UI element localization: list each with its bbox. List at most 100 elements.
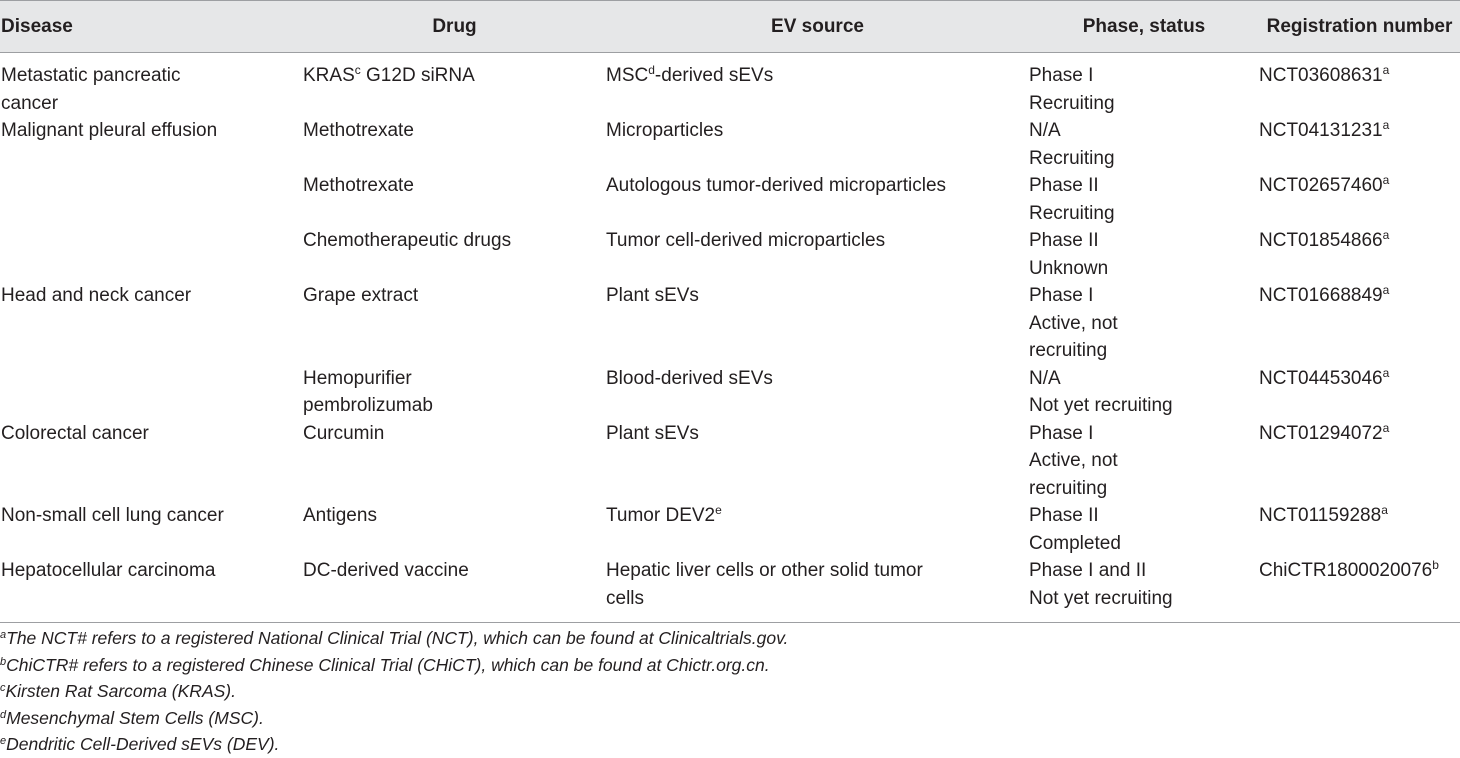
cell-disease xyxy=(0,172,303,227)
ev-text: Autologous tumor-derived microparticles xyxy=(606,175,947,196)
cell-ev-source: Plant sEVs xyxy=(606,420,1029,503)
footnote-text: Mesenchymal Stem Cells (MSC). xyxy=(6,707,264,728)
header-drug: Drug xyxy=(303,0,606,53)
drug-text: Methotrexate xyxy=(303,175,414,196)
ev-text: Tumor DEV2 xyxy=(606,505,716,526)
drug-text-suffix: G12D siRNA xyxy=(360,65,475,86)
cell-phase-status: Phase II Unknown xyxy=(1029,227,1259,282)
cell-drug: Chemotherapeutic drugs xyxy=(303,227,606,282)
cell-drug: Hemopurifier pembrolizumab xyxy=(303,365,606,420)
cell-disease: Colorectal cancer xyxy=(0,420,303,503)
phase-text: Phase II xyxy=(1029,175,1099,196)
table-row: Malignant pleural effusion Methotrexate … xyxy=(0,117,1460,172)
table-row: Hemopurifier pembrolizumab Blood-derived … xyxy=(0,365,1460,420)
footnote-marker: a xyxy=(1382,63,1390,77)
cell-registration-number: NCT01854866a xyxy=(1259,227,1460,282)
status-text: Recruiting xyxy=(1029,92,1115,114)
cell-drug: Antigens xyxy=(303,502,606,557)
phase-text: Phase I and II xyxy=(1029,560,1147,581)
cell-disease: Head and neck cancer xyxy=(0,282,303,365)
status-text: Unknown xyxy=(1029,257,1109,279)
cell-phase-status: N/A Recruiting xyxy=(1029,117,1259,172)
table-row: Non-small cell lung cancer Antigens Tumo… xyxy=(0,502,1460,557)
footnote-text: The NCT# refers to a registered National… xyxy=(6,628,789,648)
header-ev-source: EV source xyxy=(606,0,1029,53)
phase-text: Phase II xyxy=(1029,505,1099,526)
cell-disease: Non-small cell lung cancer xyxy=(0,502,303,557)
table-header: Disease Drug EV source Phase, status Reg… xyxy=(0,0,1460,53)
footnote-marker: a xyxy=(1382,283,1390,297)
cell-drug: KRASc G12D siRNA xyxy=(303,53,606,118)
ev-text: MSC xyxy=(606,65,649,86)
cell-drug: Grape extract xyxy=(303,282,606,365)
footnote-a: aThe NCT# refers to a registered Nationa… xyxy=(0,625,1460,652)
phase-text: N/A xyxy=(1029,120,1061,141)
registration-number: NCT01854866 xyxy=(1259,230,1383,251)
cell-drug: Curcumin xyxy=(303,420,606,503)
ev-text-suffix: -derived sEVs xyxy=(654,65,774,86)
registration-number: NCT01668849 xyxy=(1259,285,1383,306)
cell-disease: Malignant pleural effusion xyxy=(0,117,303,172)
header-phase-status: Phase, status xyxy=(1029,0,1259,53)
footnote-text: Kirsten Rat Sarcoma (KRAS). xyxy=(5,681,236,701)
table-row: Chemotherapeutic drugs Tumor cell-derive… xyxy=(0,227,1460,282)
cell-registration-number: NCT01294072a xyxy=(1259,420,1460,503)
registration-number: NCT03608631 xyxy=(1259,65,1383,86)
cell-drug: DC-derived vaccine xyxy=(303,557,606,623)
header-row: Disease Drug EV source Phase, status Reg… xyxy=(0,0,1460,53)
ev-text: Plant sEVs xyxy=(606,422,699,444)
status-text: Recruiting xyxy=(1029,147,1115,169)
cell-phase-status: Phase I Active, not recruiting xyxy=(1029,282,1259,365)
table-row: Head and neck cancer Grape extract Plant… xyxy=(0,282,1460,365)
cell-drug: Methotrexate xyxy=(303,117,606,172)
footnote-marker: a xyxy=(1382,420,1390,435)
cell-registration-number: NCT03608631a xyxy=(1259,53,1460,118)
footnote-mark: a xyxy=(0,629,7,641)
status-text: Active, not xyxy=(1029,312,1118,334)
registration-number: NCT01159288 xyxy=(1259,505,1382,526)
cell-ev-source: Autologous tumor-derived microparticles xyxy=(606,172,1029,227)
registration-number: ChiCTR1800020076 xyxy=(1259,560,1433,581)
footnote-marker: a xyxy=(1382,118,1390,132)
table-row: Methotrexate Autologous tumor-derived mi… xyxy=(0,172,1460,227)
footnote-marker: d xyxy=(648,63,655,77)
table-row: Metastatic pancreatic cancer KRASc G12D s… xyxy=(0,53,1460,118)
footnote-marker: c xyxy=(354,63,361,77)
cell-ev-source: Plant sEVs xyxy=(606,282,1029,365)
drug-text: KRAS xyxy=(303,65,355,86)
footnote-d: dMesenchymal Stem Cells (MSC). xyxy=(0,705,1460,732)
status-text: Active, not xyxy=(1029,450,1118,471)
ev-text: Plant sEVs xyxy=(606,285,699,306)
cell-phase-status: Phase I Active, not recruiting xyxy=(1029,420,1259,503)
disease-line: cancer xyxy=(1,92,59,114)
registration-number: NCT04131231 xyxy=(1259,120,1383,141)
footnote-mark: c xyxy=(0,682,6,694)
cell-ev-source: Hepatic liver cells or other solid tumor… xyxy=(606,557,1029,623)
footnote-text: Dendritic Cell-Derived sEVs (DEV). xyxy=(6,734,280,754)
disease-line: Malignant pleural effusion xyxy=(1,120,218,141)
footnote-e: eDendritic Cell-Derived sEVs (DEV). xyxy=(0,731,1460,758)
cell-disease xyxy=(0,365,303,420)
disease-line: Metastatic pancreatic xyxy=(1,65,181,86)
disease-line: Head and neck cancer xyxy=(1,285,192,306)
footnote-mark: d xyxy=(0,708,7,721)
cell-registration-number: NCT04131231a xyxy=(1259,117,1460,172)
cell-ev-source: Microparticles xyxy=(606,117,1029,172)
registration-number: NCT02657460 xyxy=(1259,175,1383,196)
cell-ev-source: Blood-derived sEVs xyxy=(606,365,1029,420)
drug-text: pembrolizumab xyxy=(303,395,433,416)
cell-registration-number: NCT04453046a xyxy=(1259,365,1460,420)
table-footnotes: aThe NCT# refers to a registered Nationa… xyxy=(0,625,1460,758)
status-text: Not yet recruiting xyxy=(1029,587,1173,609)
footnote-marker: a xyxy=(1382,173,1390,187)
cell-ev-source: MSCd-derived sEVs xyxy=(606,53,1029,118)
cell-disease: Hepatocellular carcinoma xyxy=(0,557,303,623)
clinical-trials-table-container: Disease Drug EV source Phase, status Reg… xyxy=(0,0,1460,623)
phase-text: N/A xyxy=(1029,367,1061,389)
ev-text: cells xyxy=(606,587,645,609)
header-registration-number: Registration number xyxy=(1259,0,1460,53)
phase-text: Phase II xyxy=(1029,230,1099,251)
status-text: Not yet recruiting xyxy=(1029,395,1173,416)
status-text: Completed xyxy=(1029,532,1121,554)
cell-phase-status: Phase I Recruiting xyxy=(1029,53,1259,118)
